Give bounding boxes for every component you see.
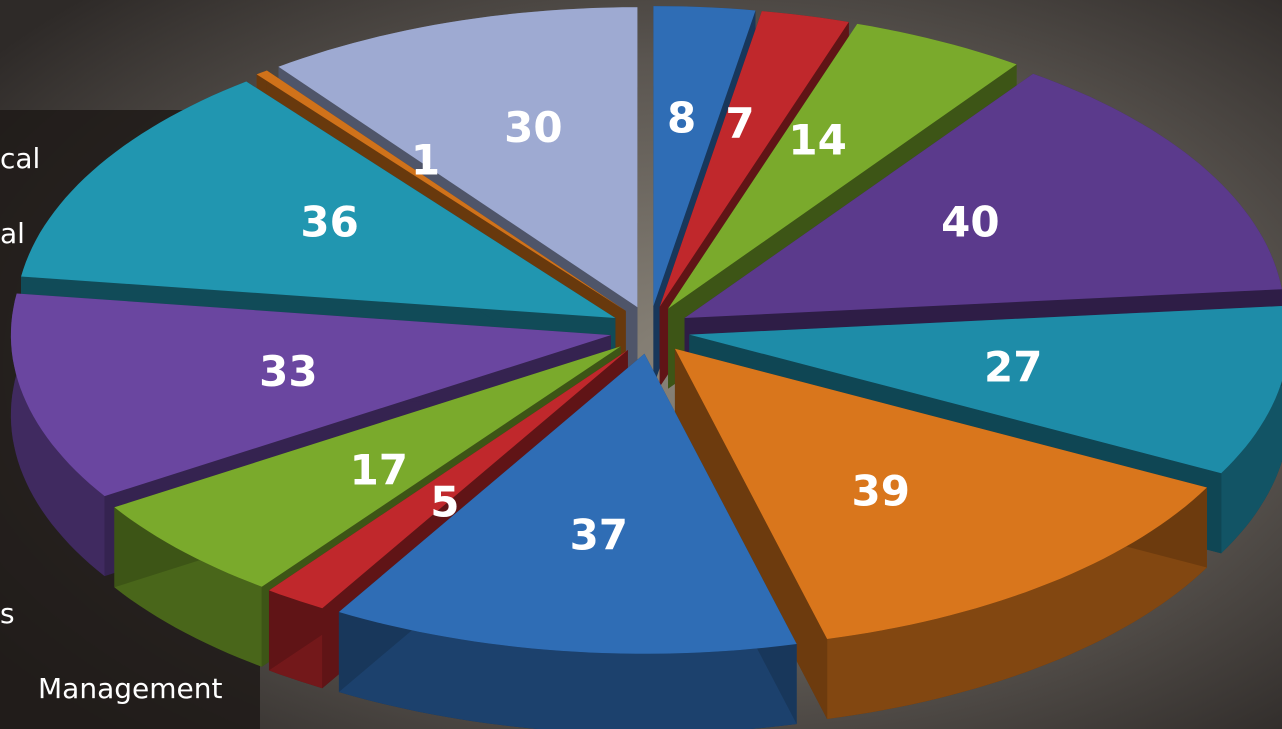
value-label: 8 — [667, 93, 696, 142]
value-label: 30 — [504, 103, 562, 152]
value-label: 39 — [851, 467, 909, 516]
legend-label: cal — [0, 142, 40, 175]
value-label: 17 — [350, 445, 408, 494]
value-label: 27 — [984, 343, 1042, 392]
value-label: 33 — [259, 347, 317, 396]
value-label: 5 — [430, 477, 459, 526]
value-label: 36 — [300, 198, 358, 247]
page: 8714402739375173336130 calalsManagement … — [0, 0, 1282, 729]
chart: 87 14 40 27 39 37 5 17 33 36 1 30 cal al s Management — [0, 0, 1282, 729]
value-label: 14 — [788, 115, 846, 164]
legend-label: al — [0, 217, 25, 250]
legend-label: s — [0, 597, 15, 630]
value-label: 1 — [411, 136, 440, 185]
value-label: 7 — [725, 99, 754, 148]
value-label: 40 — [941, 198, 999, 247]
legend-label: Management — [38, 672, 222, 705]
value-label: 37 — [570, 511, 628, 560]
